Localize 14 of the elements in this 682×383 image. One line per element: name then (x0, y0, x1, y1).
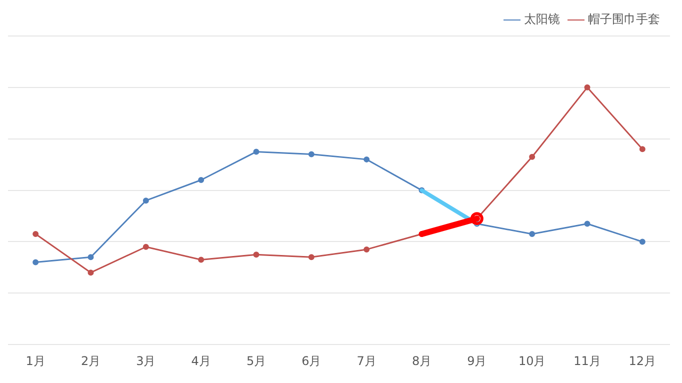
x-tick-label: 1月 (26, 354, 46, 368)
x-tick-label: 9月 (467, 354, 487, 368)
legend-label: 太阳镜 (524, 12, 560, 26)
x-tick-label: 2月 (80, 354, 101, 368)
x-tick-label: 10月 (518, 354, 546, 368)
x-tick-label: 6月 (302, 354, 322, 368)
legend-label: 帽子围巾手套 (588, 12, 660, 26)
x-tick-label: 3月 (136, 354, 156, 368)
x-tick-label: 11月 (574, 354, 601, 368)
x-tick-label: 5月 (246, 354, 266, 368)
x-tick-label: 4月 (191, 354, 211, 368)
x-tick-label: 7月 (356, 354, 376, 368)
x-tick-label: 12月 (628, 354, 656, 368)
x-tick-label: 8月 (412, 354, 432, 368)
